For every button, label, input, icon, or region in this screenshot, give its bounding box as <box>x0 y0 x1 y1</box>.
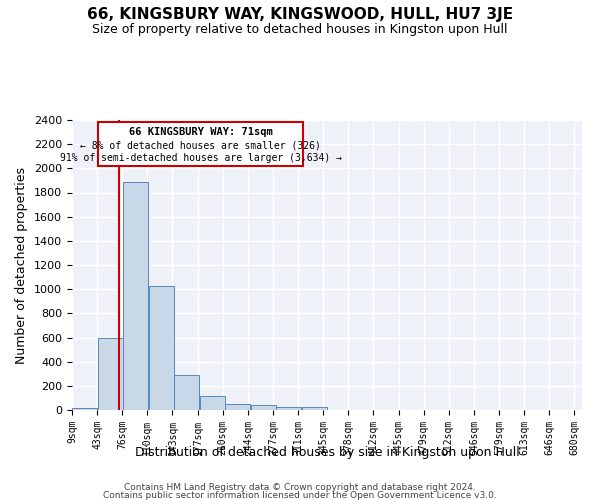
Bar <box>72 408 97 410</box>
Bar <box>200 396 225 410</box>
Text: Contains HM Land Registry data © Crown copyright and database right 2024.: Contains HM Land Registry data © Crown c… <box>124 483 476 492</box>
Text: Size of property relative to detached houses in Kingston upon Hull: Size of property relative to detached ho… <box>92 22 508 36</box>
Bar <box>174 375 199 410</box>
Text: 91% of semi-detached houses are larger (3,634) →: 91% of semi-detached houses are larger (… <box>59 153 341 163</box>
Bar <box>123 182 148 410</box>
Y-axis label: Number of detached properties: Number of detached properties <box>16 166 28 364</box>
Bar <box>98 338 123 410</box>
FancyBboxPatch shape <box>98 122 304 166</box>
Bar <box>251 405 276 410</box>
Text: ← 8% of detached houses are smaller (326): ← 8% of detached houses are smaller (326… <box>80 140 321 150</box>
Text: Distribution of detached houses by size in Kingston upon Hull: Distribution of detached houses by size … <box>134 446 520 459</box>
Bar <box>225 404 250 410</box>
Bar <box>276 407 301 410</box>
Bar <box>149 286 174 410</box>
Bar <box>302 407 327 410</box>
Text: 66, KINGSBURY WAY, KINGSWOOD, HULL, HU7 3JE: 66, KINGSBURY WAY, KINGSWOOD, HULL, HU7 … <box>87 8 513 22</box>
Text: Contains public sector information licensed under the Open Government Licence v3: Contains public sector information licen… <box>103 492 497 500</box>
Text: 66 KINGSBURY WAY: 71sqm: 66 KINGSBURY WAY: 71sqm <box>129 127 272 137</box>
